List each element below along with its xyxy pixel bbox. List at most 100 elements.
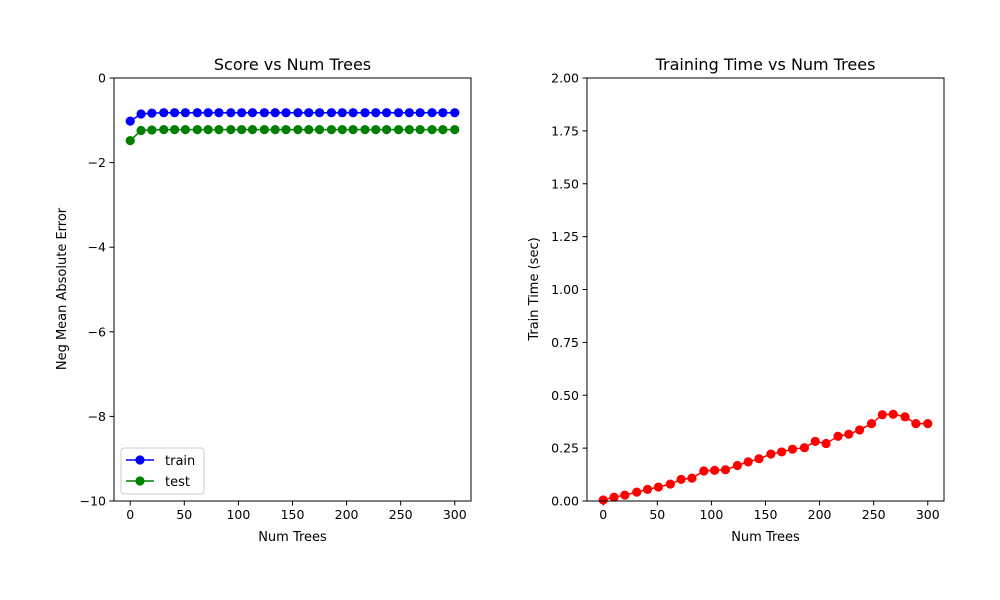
time-chart-series-0-point [911,418,921,429]
time-chart-ytick-label: 0.50 [551,388,579,403]
time-chart-xtick-label: 50 [649,507,665,522]
score-chart-xtick-label: 300 [443,507,467,522]
score-chart-test-point [159,125,169,135]
score-chart-train-point [125,116,135,126]
score-chart-train-point [136,109,146,119]
score-chart-test-point [438,125,448,135]
score-chart-test-point [259,125,269,135]
score-chart-xtick-label: 50 [176,507,192,522]
score-chart-test-point [247,125,258,135]
time-chart-series-0-point [821,438,831,449]
score-chart-train-point [314,108,325,118]
score-chart-train-point [281,108,291,118]
time-chart-xtick-label: 0 [599,507,607,522]
score-chart-test-point [169,125,180,135]
time-chart-series-0-point [620,490,630,500]
time-chart-series-0-point [676,474,686,485]
score-chart-train-point [247,108,258,118]
score-chart-xtick-label: 200 [335,507,359,522]
time-chart-xtick-label: 250 [862,507,886,522]
score-chart-test-point [214,125,224,135]
time-chart-series-0-point [632,487,642,497]
score-chart-train-point [348,108,358,118]
time-chart-series-0-point [799,443,810,453]
time-chart-series-0-point [754,454,764,464]
score-chart-xlabel: Num Trees [258,530,327,545]
score-chart-test-point [203,125,213,135]
legend-test-label: test [165,475,190,490]
score-chart-train-point [326,108,337,118]
score-chart-train-point [214,108,224,118]
score-chart-test-point [450,125,460,135]
score-chart-train-point [393,108,404,118]
time-chart-series-0-point [598,495,608,505]
score-chart-xtick-label: 250 [389,507,413,522]
score-chart-train-point [226,108,236,118]
score-chart-test-point [393,125,404,135]
score-chart-train-point [371,108,381,118]
score-chart-train-point [192,108,202,118]
time-chart-ytick-label: 1.50 [551,176,579,191]
time-chart-series-0-point [900,412,910,422]
time-chart-series-0-point [766,449,776,459]
time-chart-ylabel: Train Time (sec) [527,237,542,341]
time-chart-series-0-point [743,457,753,467]
time-chart-series-0-point [855,425,865,435]
score-chart-test-point [147,125,157,135]
time-chart-series-0-point [888,409,898,419]
score-chart-train-point [147,108,157,118]
score-chart-train-point [159,108,169,118]
time-chart-ticks: 0 50 100 150 200 250 300 0.00 0.25 0.50 0.75 1.00 1.… [551,71,940,523]
score-chart-train-point [404,108,414,118]
score-chart-ytick-label: −8 [88,409,106,424]
time-chart-series-0-point [866,418,877,429]
score-chart-train-point [180,108,190,118]
score-chart-test-point [404,125,414,135]
score-chart-title: Score vs Num Trees [214,55,371,74]
score-chart-test-point [326,125,337,135]
score-chart-ticks: 0 50 100 150 200 250 300 0 −2 −4 −6 −8 −10 [80,71,467,523]
time-chart-frame [586,77,945,502]
score-chart-train-point [360,108,370,118]
score-chart-train-point [237,108,247,118]
score-chart-test-point [270,125,280,135]
score-chart-train-point [438,108,448,118]
time-chart-ytick-label: 0.25 [551,441,579,456]
time-chart-series-0-point [833,431,843,441]
score-chart-train-point [270,108,280,118]
score-chart-frame [113,77,472,502]
score-chart-train-point [169,108,180,118]
time-chart-series-0-point [699,466,709,476]
score-chart-test-point [371,125,381,135]
score-chart-test-point [281,125,291,135]
time-chart-series-0-point [810,436,820,446]
time-chart-series-0-point [665,479,675,489]
score-chart-train-point [203,108,213,118]
time-chart-ytick-label: 0.75 [551,335,579,350]
time-chart-title: Training Time vs Num Trees [655,55,876,74]
score-chart-train-point [382,108,392,118]
score-chart-ylabel: Neg Mean Absolute Error [55,207,70,370]
score-chart-test-point [237,125,247,135]
score-chart-ytick-label: −10 [80,494,106,509]
time-chart-series-0-point [732,460,742,471]
score-chart-test-point [125,136,135,146]
legend-train-label: train [165,454,195,469]
time-chart-ytick-label: 1.00 [551,282,579,297]
time-chart: Training Time vs Num Trees Num Trees Tra… [527,55,945,545]
time-chart-xtick-label: 300 [916,507,940,522]
time-chart-ytick-label: 1.75 [551,123,579,138]
score-chart-test-point [360,125,370,135]
score-chart-train-point [259,108,269,118]
time-chart-series-0-point [923,418,933,429]
time-chart-xtick-label: 150 [754,507,778,522]
time-chart-series-0-point [777,447,787,457]
score-chart-xtick-label: 100 [226,507,250,522]
score-chart-ytick-label: −6 [88,324,106,339]
time-chart-series-0-point [877,410,887,420]
score-chart-legend: train test [120,447,205,495]
score-chart-ytick-label: −4 [88,240,106,255]
score-chart-train-point [293,108,303,118]
score-chart-xtick-label: 150 [281,507,305,522]
